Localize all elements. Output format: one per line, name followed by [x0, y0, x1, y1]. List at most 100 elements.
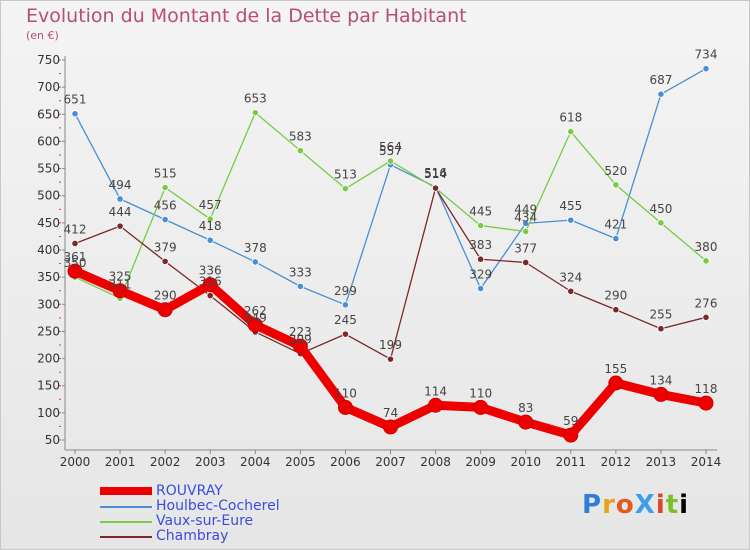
x-tick-label: 2000 — [60, 455, 91, 469]
data-point-vaux-sur-eure — [386, 157, 395, 165]
data-label-rouvray: 114 — [424, 384, 447, 398]
data-point-chambray — [206, 291, 214, 300]
data-point-houlbec-cocherel — [296, 282, 304, 290]
data-label-rouvray: 361 — [64, 250, 87, 264]
data-point-houlbec-cocherel — [612, 235, 620, 243]
data-label-rouvray: 110 — [469, 386, 492, 400]
data-point-chambray — [612, 306, 620, 314]
legend-label-vaux-sur-eure: Vaux-sur-Eure — [156, 513, 254, 529]
data-label-chambray: 514 — [424, 167, 447, 181]
data-label-vaux-sur-eure: 380 — [695, 240, 718, 254]
data-point-vaux-sur-eure — [341, 185, 350, 193]
data-label-houlbec-cocherel: 378 — [244, 241, 267, 255]
data-label-chambray: 324 — [559, 270, 582, 284]
data-label-vaux-sur-eure: 618 — [559, 111, 582, 125]
data-point-chambray — [161, 257, 169, 265]
data-label-houlbec-cocherel: 456 — [154, 199, 177, 213]
y-tick-label: 150 — [37, 379, 60, 393]
logo-letter: i — [679, 490, 690, 520]
data-label-rouvray: 134 — [649, 373, 672, 387]
data-point-vaux-sur-eure — [702, 257, 710, 265]
data-label-chambray: 412 — [64, 222, 87, 236]
data-point-vaux-sur-eure — [161, 183, 169, 192]
data-label-vaux-sur-eure: 515 — [154, 167, 177, 181]
data-label-vaux-sur-eure: 311 — [109, 277, 132, 291]
legend-label-houlbec-cocherel: Houlbec-Cocherel — [156, 498, 280, 514]
legend-swatch-vaux-sur-eure — [100, 521, 152, 523]
data-point-chambray — [657, 325, 665, 333]
data-point-houlbec-cocherel — [206, 236, 214, 244]
data-point-houlbec-cocherel — [251, 258, 259, 266]
data-label-chambray: 377 — [514, 241, 537, 255]
data-point-houlbec-cocherel — [161, 216, 169, 224]
y-tick-label: 350 — [37, 270, 60, 284]
data-point-vaux-sur-eure — [612, 181, 620, 189]
data-label-rouvray: 325 — [109, 270, 132, 284]
x-tick-label: 2011 — [556, 455, 587, 469]
data-label-houlbec-cocherel: 516 — [424, 166, 447, 180]
data-label-rouvray: 59 — [563, 414, 578, 428]
legend-swatch-rouvray — [100, 487, 152, 495]
data-point-houlbec-cocherel — [71, 110, 79, 118]
data-label-rouvray: 155 — [604, 362, 627, 376]
data-point-chambray — [116, 222, 124, 230]
data-label-vaux-sur-eure: 457 — [199, 198, 222, 212]
data-point-vaux-sur-eure — [477, 221, 485, 230]
data-label-houlbec-cocherel: 687 — [649, 73, 672, 87]
x-tick-label: 2005 — [285, 455, 316, 469]
y-tick-label: 250 — [37, 324, 60, 338]
data-point-chambray — [477, 255, 485, 263]
data-point-chambray — [71, 239, 79, 248]
logo-letter: P — [582, 490, 603, 520]
data-label-houlbec-cocherel: 455 — [559, 199, 582, 213]
data-labels: 361 325 290 336 262 223 110 74 114 110 83 59 155 134 1… — [64, 48, 718, 428]
data-label-vaux-sur-eure: 564 — [379, 140, 402, 154]
data-point-vaux-sur-eure — [251, 109, 259, 117]
data-label-chambray: 276 — [695, 296, 718, 310]
data-label-vaux-sur-eure: 445 — [469, 205, 492, 219]
legend-swatch-chambray — [100, 536, 152, 538]
data-point-rouvray — [473, 399, 489, 415]
data-label-rouvray: 74 — [383, 406, 398, 420]
data-point-rouvray — [337, 399, 353, 415]
data-label-houlbec-cocherel: 421 — [604, 218, 627, 232]
data-label-rouvray: 290 — [154, 289, 177, 303]
data-point-rouvray — [157, 302, 173, 318]
data-point-houlbec-cocherel — [657, 90, 665, 98]
data-label-chambray: 444 — [109, 205, 132, 219]
logo-letter: i — [655, 490, 666, 520]
data-label-houlbec-cocherel: 299 — [334, 284, 357, 298]
data-label-vaux-sur-eure: 434 — [514, 211, 537, 225]
data-point-rouvray — [112, 283, 128, 299]
x-tick-label: 2001 — [105, 455, 136, 469]
data-label-rouvray: 262 — [244, 304, 267, 318]
x-tick-label: 2014 — [691, 455, 722, 469]
data-point-chambray — [567, 287, 575, 295]
series-layer — [67, 65, 714, 443]
x-tick-label: 2013 — [646, 455, 677, 469]
legend-label-rouvray: ROUVRAY — [156, 483, 223, 499]
data-point-vaux-sur-eure — [657, 219, 665, 227]
data-point-houlbec-cocherel — [341, 301, 350, 309]
logo-letter: X — [634, 490, 656, 520]
chart-subtitle: (en €) — [26, 29, 59, 42]
data-label-vaux-sur-eure: 450 — [649, 202, 672, 216]
data-label-rouvray: 336 — [199, 264, 222, 278]
data-label-houlbec-cocherel: 333 — [289, 265, 312, 279]
data-label-houlbec-cocherel: 449 — [514, 202, 537, 216]
data-point-rouvray — [202, 277, 218, 293]
data-label-rouvray: 83 — [518, 401, 533, 415]
proxiti-logo: ProXiti — [582, 490, 689, 520]
x-tick-label: 2010 — [510, 455, 541, 469]
y-tick-label: 750 — [37, 53, 60, 67]
x-tick-label: 2007 — [375, 455, 406, 469]
data-label-chambray: 255 — [649, 308, 672, 322]
data-label-vaux-sur-eure: 520 — [604, 164, 627, 178]
y-tick-label: 550 — [37, 162, 60, 176]
axes: 50 100 150 200 250 300 350 400 450 500 550 600 650 70… — [37, 53, 721, 469]
data-point-rouvray — [518, 414, 534, 430]
series-line-houlbec-cocherel — [74, 68, 707, 306]
data-label-vaux-sur-eure: 583 — [289, 130, 312, 144]
